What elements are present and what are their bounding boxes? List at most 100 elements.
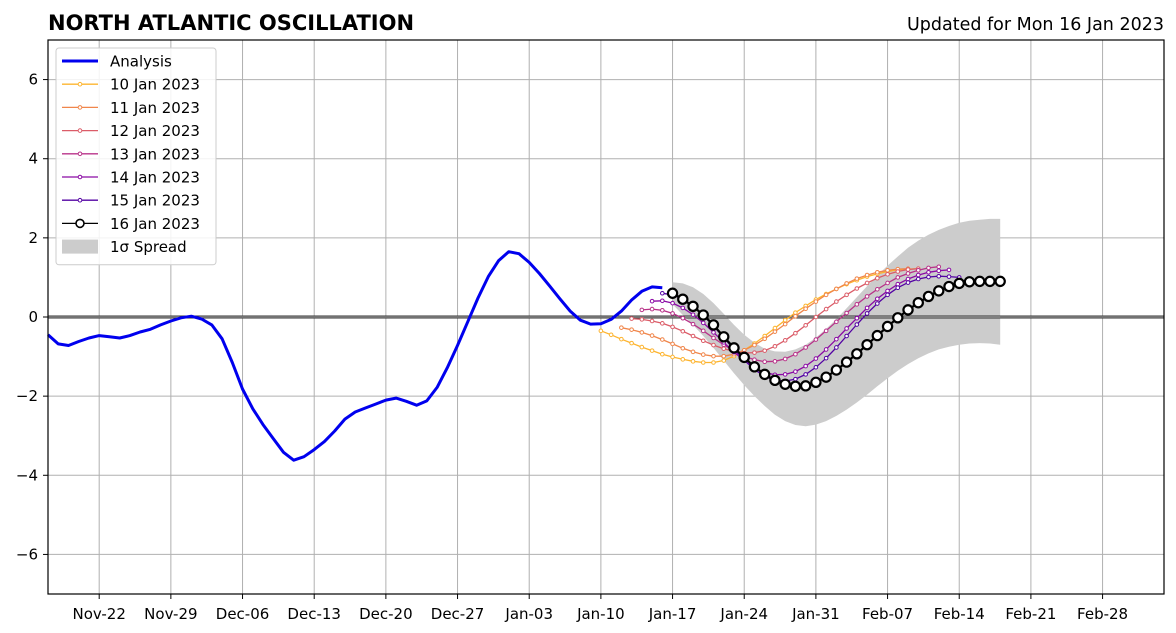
data-point bbox=[799, 380, 812, 392]
data-point bbox=[782, 317, 788, 323]
data-point bbox=[782, 372, 788, 377]
data-point bbox=[772, 359, 778, 364]
data-point bbox=[834, 299, 839, 304]
data-point bbox=[915, 268, 921, 273]
plot-frame bbox=[47, 39, 1165, 595]
data-point bbox=[823, 292, 829, 298]
data-point bbox=[772, 343, 778, 349]
data-point bbox=[711, 360, 716, 365]
data-point bbox=[670, 341, 675, 347]
data-point bbox=[660, 298, 665, 304]
legend-marker bbox=[77, 81, 83, 87]
data-point bbox=[677, 293, 689, 305]
data-point bbox=[895, 281, 901, 287]
data-point bbox=[823, 306, 829, 312]
data-point bbox=[680, 345, 686, 351]
data-point bbox=[660, 290, 665, 296]
data-point bbox=[690, 333, 696, 339]
data-point bbox=[782, 321, 788, 327]
x-tick-label: Dec-20 bbox=[359, 605, 413, 623]
data-point bbox=[772, 325, 778, 331]
legend-label: 1σ Spread bbox=[110, 238, 187, 256]
data-point bbox=[779, 378, 791, 390]
x-tick-label: Feb-07 bbox=[862, 605, 913, 623]
data-point bbox=[748, 361, 761, 373]
data-point bbox=[793, 369, 798, 374]
data-point bbox=[711, 353, 716, 359]
y-tick-label: −6 bbox=[16, 545, 38, 563]
legend-swatch bbox=[62, 239, 98, 254]
data-point bbox=[639, 317, 645, 322]
data-point bbox=[854, 315, 860, 321]
data-point bbox=[762, 348, 767, 353]
data-point bbox=[926, 274, 931, 280]
x-tick-label: Jan-24 bbox=[719, 605, 768, 623]
data-point bbox=[769, 374, 781, 387]
legend-item: 16 Jan 2023 bbox=[62, 215, 200, 233]
series-11-jan-2023 bbox=[619, 266, 911, 359]
legend-item: Analysis bbox=[62, 53, 172, 71]
data-point bbox=[864, 294, 870, 299]
data-point bbox=[946, 274, 952, 279]
data-point bbox=[844, 326, 849, 331]
data-point bbox=[639, 330, 645, 335]
data-point bbox=[700, 338, 706, 344]
data-point bbox=[789, 380, 802, 392]
data-point bbox=[758, 368, 771, 381]
data-point bbox=[813, 356, 819, 361]
data-point bbox=[793, 313, 798, 319]
data-point bbox=[974, 275, 986, 288]
legend-marker bbox=[77, 197, 83, 203]
data-point bbox=[963, 276, 976, 288]
data-point bbox=[871, 329, 884, 342]
data-point bbox=[864, 280, 870, 286]
data-point bbox=[718, 331, 730, 343]
data-point bbox=[844, 333, 849, 339]
x-tick-label: Jan-03 bbox=[504, 605, 553, 623]
data-point bbox=[905, 276, 911, 282]
data-point bbox=[772, 329, 778, 334]
data-point bbox=[912, 297, 924, 309]
data-point bbox=[660, 337, 665, 342]
y-tick-label: 0 bbox=[28, 308, 38, 326]
data-point bbox=[936, 268, 942, 274]
data-point bbox=[680, 315, 686, 321]
data-point bbox=[905, 267, 911, 272]
data-point bbox=[915, 272, 921, 278]
data-point bbox=[813, 314, 819, 320]
data-point bbox=[844, 292, 849, 298]
x-tick-label: Feb-14 bbox=[934, 605, 985, 623]
data-point bbox=[875, 287, 880, 292]
data-point bbox=[803, 363, 808, 369]
data-point bbox=[619, 336, 624, 342]
data-point bbox=[649, 333, 655, 338]
data-point bbox=[752, 357, 757, 363]
data-point bbox=[680, 305, 686, 311]
y-tick-label: 4 bbox=[28, 150, 38, 168]
legend-label: 14 Jan 2023 bbox=[110, 169, 200, 187]
data-point bbox=[793, 376, 798, 382]
data-point bbox=[885, 288, 890, 294]
data-point bbox=[943, 280, 955, 293]
data-point bbox=[810, 376, 822, 388]
data-point bbox=[953, 277, 965, 290]
chart-subtitle: Updated for Mon 16 Jan 2023 bbox=[907, 15, 1164, 35]
legend-label: 16 Jan 2023 bbox=[110, 215, 200, 233]
data-point bbox=[690, 349, 696, 355]
data-point bbox=[649, 318, 655, 324]
series-14-jan-2023 bbox=[649, 267, 952, 378]
data-point bbox=[690, 312, 696, 317]
data-point bbox=[639, 307, 645, 313]
data-point bbox=[885, 271, 890, 277]
data-point bbox=[854, 302, 860, 307]
data-point bbox=[854, 322, 860, 327]
legend: Analysis 10 Jan 2023 11 Jan 2023 12 Jan 202… bbox=[55, 47, 217, 266]
legend-item: 11 Jan 2023 bbox=[62, 99, 200, 117]
data-point bbox=[670, 300, 675, 306]
data-point bbox=[649, 298, 655, 304]
data-point bbox=[629, 340, 634, 346]
legend-item: 14 Jan 2023 bbox=[62, 169, 200, 187]
axis-layer: Nov-22 Nov-29 Dec-06 Dec-13 Dec-20 Dec-27 Jan-… bbox=[16, 39, 1165, 623]
data-point bbox=[844, 281, 849, 286]
